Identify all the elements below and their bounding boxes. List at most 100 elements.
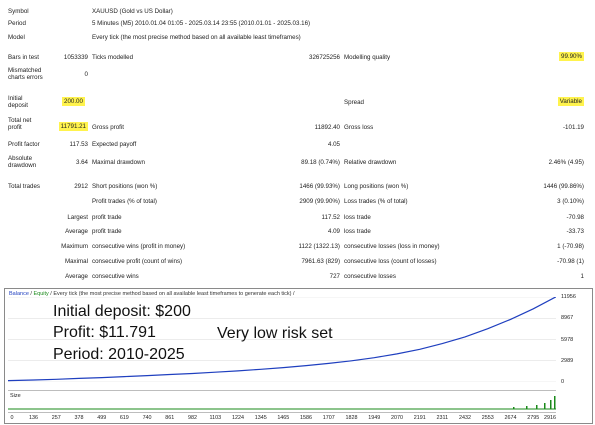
- mcl-value: 1 (-70.98): [557, 243, 584, 250]
- y-tick-label: 8967: [561, 315, 574, 322]
- grossloss-value: -101.19: [563, 124, 584, 131]
- reldd-value: 2.46% (4.95): [548, 159, 584, 166]
- grossprofit-label: Gross profit: [92, 124, 124, 131]
- lpt-label: profit trade: [92, 214, 122, 221]
- acw-value: 727: [329, 273, 340, 280]
- balance-plot: [8, 297, 556, 382]
- annotation-period: Period: 2010-2025: [53, 346, 185, 363]
- symbol-value: XAUUSD (Gold vs US Dollar): [92, 8, 173, 15]
- trades-value: 2912: [74, 183, 88, 190]
- mismatch-value: 0: [84, 71, 88, 78]
- chart-legend: Balance / Equity / Every tick (the most …: [9, 291, 295, 297]
- netprofit-label-1: Total net: [8, 117, 32, 124]
- quality-label: Modelling quality: [344, 54, 391, 61]
- grossprofit-value: 11892.40: [314, 124, 340, 131]
- y-tick-label: 2989: [561, 357, 574, 364]
- x-tick-label: 1345: [254, 415, 267, 421]
- largest-label: Largest: [67, 214, 88, 221]
- maxdd-value: 89.18 (0.74%): [301, 159, 340, 166]
- x-tick-label: 1103: [209, 415, 222, 421]
- payoff-label: Expected payoff: [92, 141, 137, 148]
- acw-label: consecutive wins: [92, 273, 139, 280]
- x-tick-label: 1707: [322, 415, 335, 421]
- deposit-label-2: deposit: [8, 102, 28, 109]
- mismatch-label-1: Mismatched: [8, 67, 42, 74]
- x-tick-label: 2795: [527, 415, 540, 421]
- x-tick-label: 0: [10, 415, 14, 421]
- x-tick-label: 861: [165, 415, 175, 421]
- x-tick-label: 982: [188, 415, 198, 421]
- x-tick-label: 257: [51, 415, 61, 421]
- x-tick-label: 1586: [300, 415, 313, 421]
- x-tick-label: 1828: [345, 415, 358, 421]
- size-bars: [8, 396, 556, 410]
- deposit-value-text: 200.00: [62, 97, 85, 106]
- ptrades-value: 2909 (99.90%): [299, 198, 340, 205]
- short-label: Short positions (won %): [92, 183, 158, 190]
- average-label: Average: [65, 228, 88, 235]
- spread-value: Variable: [520, 97, 584, 106]
- spread-label: Spread: [344, 99, 364, 106]
- long-label: Long positions (won %): [344, 183, 409, 190]
- balance-chart: Balance / Equity / Every tick (the most …: [4, 288, 593, 424]
- x-axis: 0 136 257 378 499 619 740 861 982 1103 1224 1345 146…: [8, 412, 556, 422]
- mismatch-label-2: charts errors: [8, 74, 43, 81]
- short-value: 1466 (99.93%): [299, 183, 340, 190]
- deposit-label-1: Initial: [8, 95, 23, 102]
- quality-value-text: 99.90%: [559, 52, 584, 61]
- x-tick-label: 378: [74, 415, 84, 421]
- x-tick-label: 2916: [544, 415, 556, 421]
- quality-value: 99.90%: [520, 52, 584, 61]
- size-bar: [536, 405, 538, 409]
- legend-description: / Every tick (the most precise method ba…: [48, 291, 295, 297]
- ltrades-label: Loss trades (% of total): [344, 198, 408, 205]
- x-tick-label: 619: [119, 415, 129, 421]
- symbol-label: Symbol: [8, 8, 29, 15]
- balance-line: [8, 297, 556, 382]
- x-tick-label: 2553: [481, 415, 494, 421]
- size-bar: [513, 407, 515, 409]
- y-tick-label: 0: [561, 379, 565, 385]
- x-tick-label: 136: [29, 415, 39, 421]
- legend-balance: Balance: [9, 291, 29, 297]
- pf-value: 117.53: [69, 141, 88, 148]
- x-tick-label: 2674: [504, 415, 517, 421]
- mcp-label: consecutive profit (count of wins): [92, 258, 183, 265]
- y-tick-label: 5978: [561, 336, 574, 343]
- x-tick-label: 2311: [436, 415, 449, 421]
- maxdd-label: Maximal drawdown: [92, 159, 145, 166]
- deposit-value: 200.00: [62, 97, 85, 106]
- ticks-value: 326725256: [309, 54, 340, 61]
- maximum-label: Maximum: [61, 243, 88, 250]
- x-tick-label: 1949: [368, 415, 381, 421]
- acl-label: consecutive losses: [344, 273, 396, 280]
- size-bar: [550, 400, 552, 409]
- spread-value-text: Variable: [557, 97, 584, 106]
- ltrades-value: 3 (0.10%): [557, 198, 584, 205]
- netprofit-value-text: 11791.21: [58, 122, 88, 131]
- size-bar: [554, 396, 556, 409]
- legend-equity: Equity: [33, 291, 49, 297]
- alt-value: -33.73: [566, 228, 584, 235]
- size-pane: Size: [8, 390, 556, 411]
- mclc-label: consecutive loss (count of losses): [344, 258, 437, 265]
- netprofit-label-2: profit: [8, 124, 22, 131]
- size-bar: [544, 403, 546, 409]
- bars-label: Bars in test: [8, 54, 39, 61]
- y-axis: 11956 8967 5978 2989 0: [559, 294, 589, 385]
- payoff-value: 4.05: [327, 141, 340, 148]
- model-value: Every tick (the most precise method base…: [92, 34, 301, 41]
- absdd-label-1: Absolute: [8, 155, 33, 162]
- absdd-label-2: drawdown: [8, 162, 37, 169]
- mcw-value: 1122 (1322.13): [298, 243, 340, 250]
- x-tick-label: 499: [97, 415, 107, 421]
- period-label: Period: [8, 20, 26, 27]
- absdd-value: 3.64: [75, 159, 88, 166]
- x-tick-label: 2070: [391, 415, 403, 421]
- mclc-value: -70.98 (1): [557, 258, 584, 265]
- y-tick-label: 11956: [561, 294, 576, 300]
- acl-value: 1: [580, 273, 584, 280]
- size-label: Size: [10, 393, 21, 399]
- mcp-value: 7961.63 (829): [301, 258, 340, 265]
- lpt-value: 117.52: [321, 214, 340, 221]
